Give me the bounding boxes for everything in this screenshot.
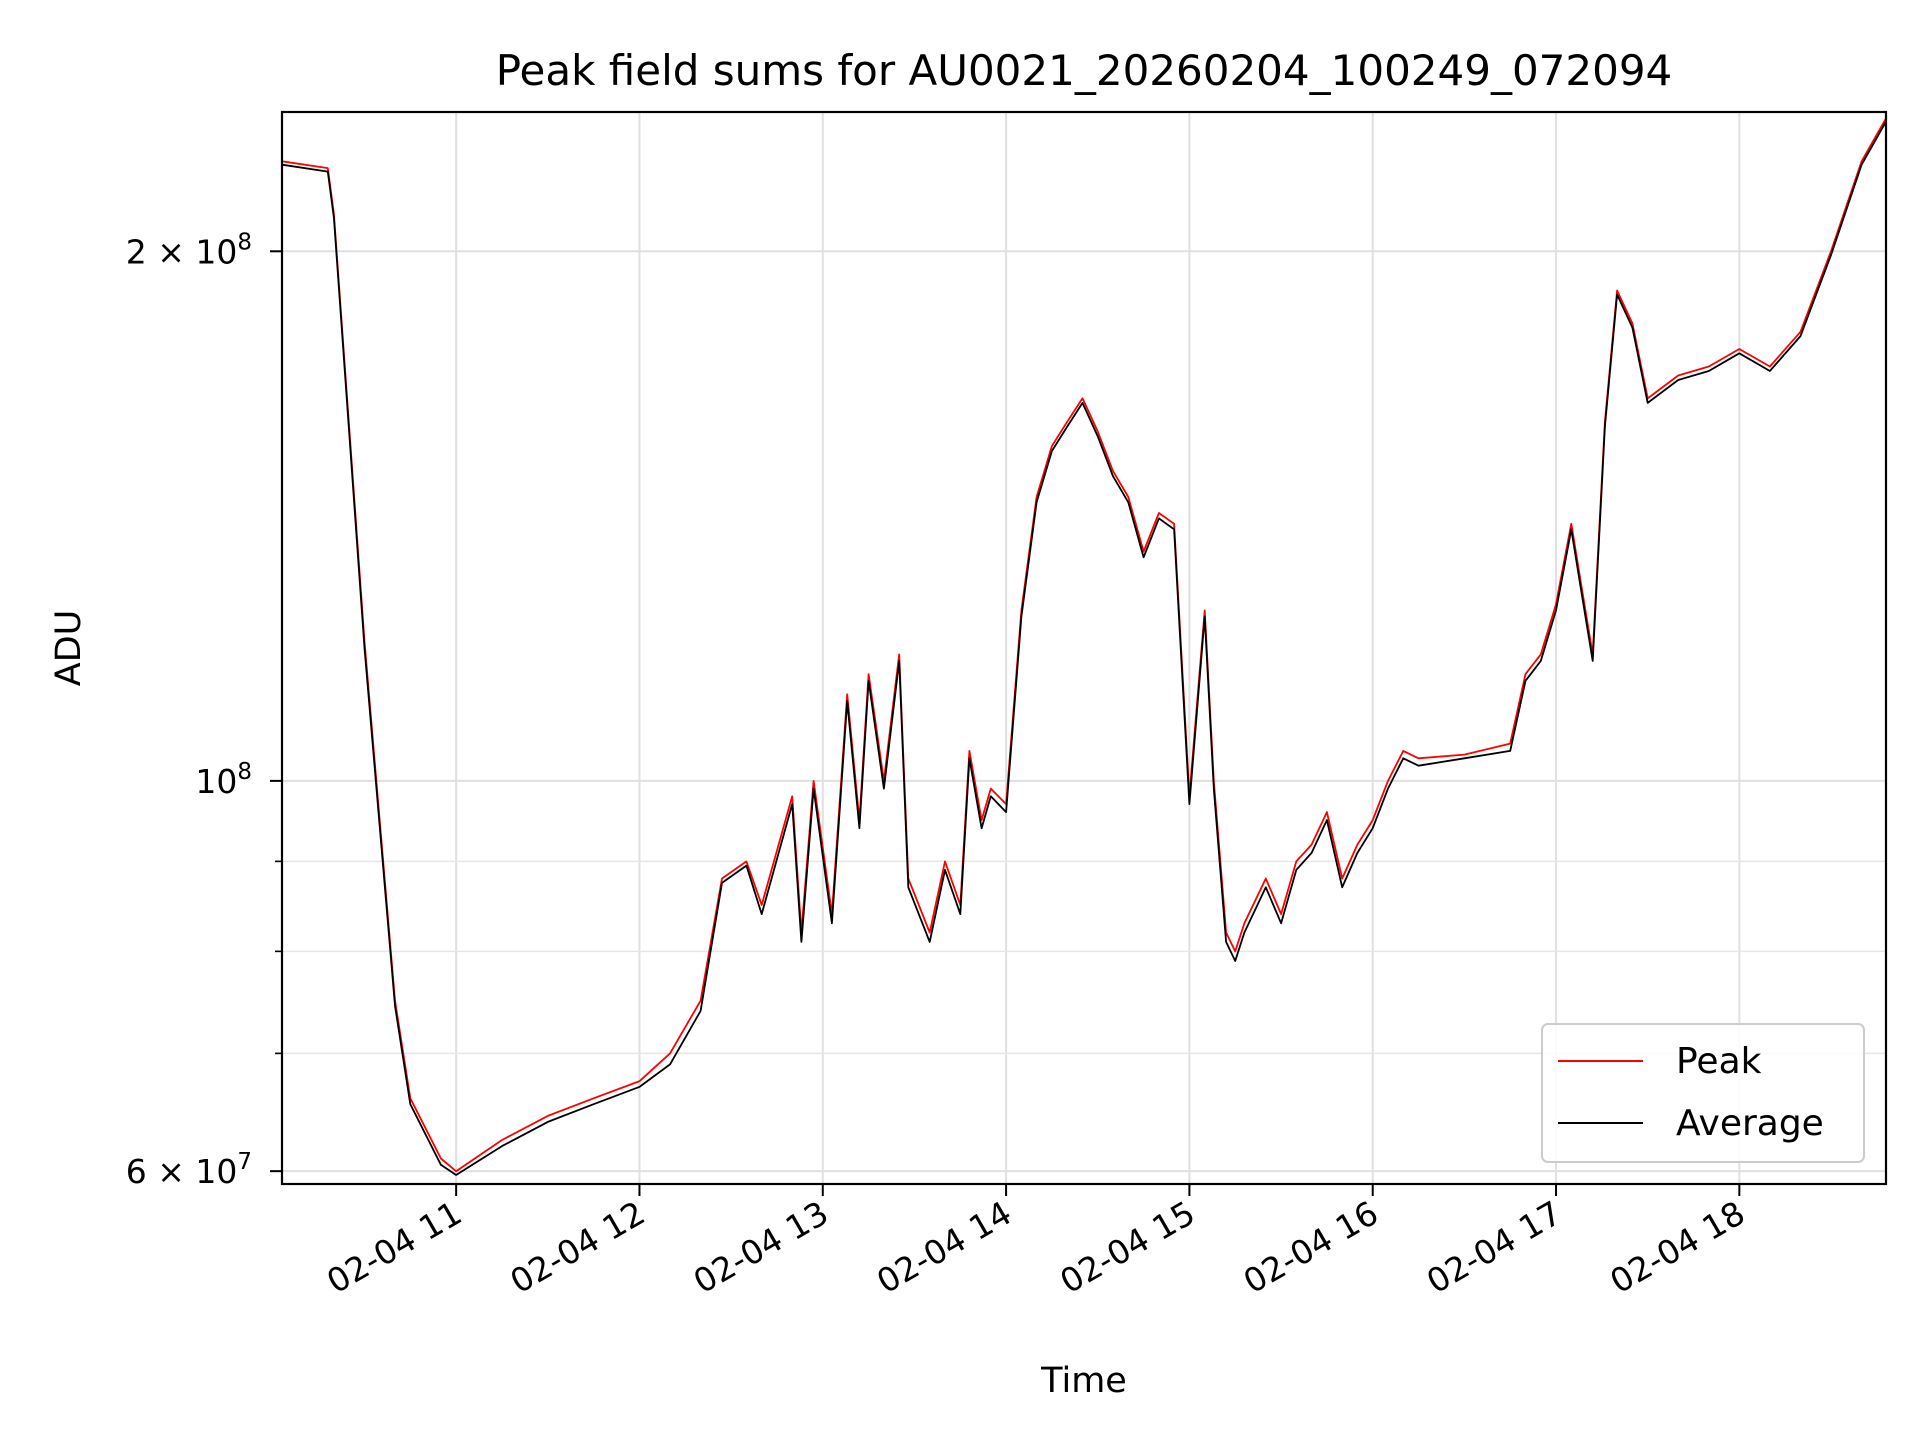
y-tick-label: 2 × 108 (126, 229, 252, 271)
plot-frame (280, 110, 1888, 1186)
chart-title: Peak field sums for AU0021_20260204_1002… (496, 46, 1673, 95)
series-lines (281, 117, 1887, 1176)
y-tick-label-exponent: 8 (237, 229, 252, 255)
legend: Peak Average (1541, 1023, 1865, 1163)
y-tick-label-exponent: 7 (237, 1149, 252, 1175)
y-tick-label-exponent: 8 (237, 759, 252, 785)
y-axis-title: ADU (49, 610, 89, 687)
grid-lines (282, 112, 1886, 1184)
x-axis-title: Time (1040, 1361, 1127, 1401)
y-tick-label: 6 × 107 (126, 1149, 252, 1191)
series-line-average (281, 121, 1887, 1176)
legend-frame (1541, 1023, 1865, 1163)
legend-label-average: Average (1676, 1103, 1824, 1144)
legend-label-peak: Peak (1676, 1041, 1762, 1082)
y-tick-label-base: 10 (195, 762, 237, 801)
series-line-peak (281, 117, 1887, 1173)
y-tick-label: 108 (195, 759, 252, 801)
y-tick-label-base: 6 × 10 (126, 1152, 238, 1191)
y-tick-label-base: 2 × 10 (126, 232, 238, 271)
